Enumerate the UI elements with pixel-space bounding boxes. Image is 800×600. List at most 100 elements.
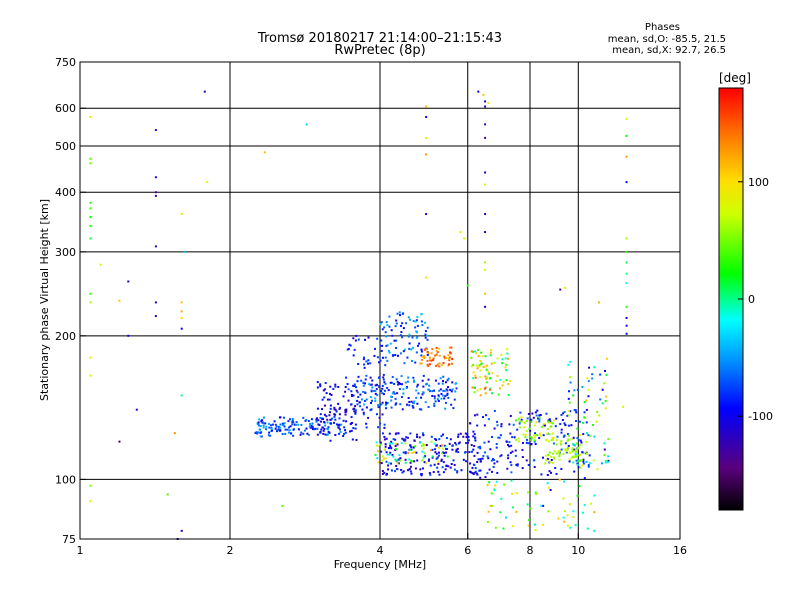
data-point bbox=[338, 423, 341, 426]
data-point bbox=[460, 469, 463, 472]
data-point bbox=[449, 352, 452, 355]
data-point bbox=[440, 397, 443, 400]
data-point bbox=[486, 484, 489, 487]
data-point bbox=[385, 321, 388, 324]
data-point bbox=[399, 403, 402, 406]
data-point bbox=[550, 471, 553, 474]
data-point bbox=[586, 377, 589, 380]
data-point bbox=[474, 374, 477, 377]
data-point bbox=[180, 316, 183, 319]
data-point bbox=[529, 507, 532, 510]
data-point bbox=[569, 360, 572, 363]
data-point bbox=[292, 434, 295, 437]
data-point bbox=[421, 379, 424, 382]
data-point bbox=[395, 468, 398, 471]
data-point bbox=[410, 400, 413, 403]
data-point bbox=[426, 326, 429, 329]
data-point bbox=[568, 424, 571, 427]
data-point bbox=[425, 348, 428, 351]
data-point bbox=[383, 426, 386, 429]
data-point bbox=[409, 444, 412, 447]
data-point bbox=[398, 454, 401, 457]
data-point bbox=[356, 403, 359, 406]
data-point bbox=[525, 419, 528, 422]
data-point bbox=[477, 90, 480, 93]
x-tick-label: 1 bbox=[77, 544, 84, 557]
data-point bbox=[380, 339, 383, 342]
data-point bbox=[573, 409, 576, 412]
data-point bbox=[564, 442, 567, 445]
data-point bbox=[494, 526, 497, 529]
data-point bbox=[393, 339, 396, 342]
data-point bbox=[501, 384, 504, 387]
data-point bbox=[551, 432, 554, 435]
data-point bbox=[507, 382, 510, 385]
data-point bbox=[321, 426, 324, 429]
data-point bbox=[576, 463, 579, 466]
data-point bbox=[563, 286, 566, 289]
data-point bbox=[370, 383, 373, 386]
data-point bbox=[357, 338, 360, 341]
data-point bbox=[451, 381, 454, 384]
data-point bbox=[432, 471, 435, 474]
data-point bbox=[380, 450, 383, 453]
data-point bbox=[418, 436, 421, 439]
data-point bbox=[603, 454, 606, 457]
data-point bbox=[625, 272, 628, 275]
data-point bbox=[422, 354, 425, 357]
data-point bbox=[484, 105, 487, 108]
data-point bbox=[258, 428, 261, 431]
data-point bbox=[482, 365, 485, 368]
data-point bbox=[363, 366, 366, 369]
data-point bbox=[441, 433, 444, 436]
data-point bbox=[380, 403, 383, 406]
data-point bbox=[581, 386, 584, 389]
data-point bbox=[415, 337, 418, 340]
data-point bbox=[453, 468, 456, 471]
data-point bbox=[323, 388, 326, 391]
data-point bbox=[605, 395, 608, 398]
data-point bbox=[324, 424, 327, 427]
data-point bbox=[289, 432, 292, 435]
data-point bbox=[408, 347, 411, 350]
data-point bbox=[592, 459, 595, 462]
data-point bbox=[180, 301, 183, 304]
data-point bbox=[585, 460, 588, 463]
chart-title: Tromsø 20180217 21:14:00–21:15:43 bbox=[257, 31, 502, 46]
data-point bbox=[442, 380, 445, 383]
data-point bbox=[526, 417, 529, 420]
data-point bbox=[469, 462, 472, 465]
data-point bbox=[348, 343, 351, 346]
data-point bbox=[406, 436, 409, 439]
data-point bbox=[455, 448, 458, 451]
data-point bbox=[394, 445, 397, 448]
data-point bbox=[565, 448, 568, 451]
data-point bbox=[394, 325, 397, 328]
data-point bbox=[389, 342, 392, 345]
data-point bbox=[587, 434, 590, 437]
data-point bbox=[118, 440, 121, 443]
data-point bbox=[560, 413, 563, 416]
data-point bbox=[278, 416, 281, 419]
data-point bbox=[567, 438, 570, 441]
data-point bbox=[444, 395, 447, 398]
data-point bbox=[428, 363, 431, 366]
data-point bbox=[426, 359, 429, 362]
data-point bbox=[428, 390, 431, 393]
data-point bbox=[327, 430, 330, 433]
data-point bbox=[486, 364, 489, 367]
data-point bbox=[547, 453, 550, 456]
data-point bbox=[506, 352, 509, 355]
data-point bbox=[490, 492, 493, 495]
data-point bbox=[516, 428, 519, 431]
data-point bbox=[538, 432, 541, 435]
data-point bbox=[89, 215, 92, 218]
data-point bbox=[584, 451, 587, 454]
data-point bbox=[332, 387, 335, 390]
data-point bbox=[428, 472, 431, 475]
data-point bbox=[259, 435, 262, 438]
data-point bbox=[392, 391, 395, 394]
data-point bbox=[515, 463, 518, 466]
data-point bbox=[450, 390, 453, 393]
data-point bbox=[484, 213, 487, 216]
